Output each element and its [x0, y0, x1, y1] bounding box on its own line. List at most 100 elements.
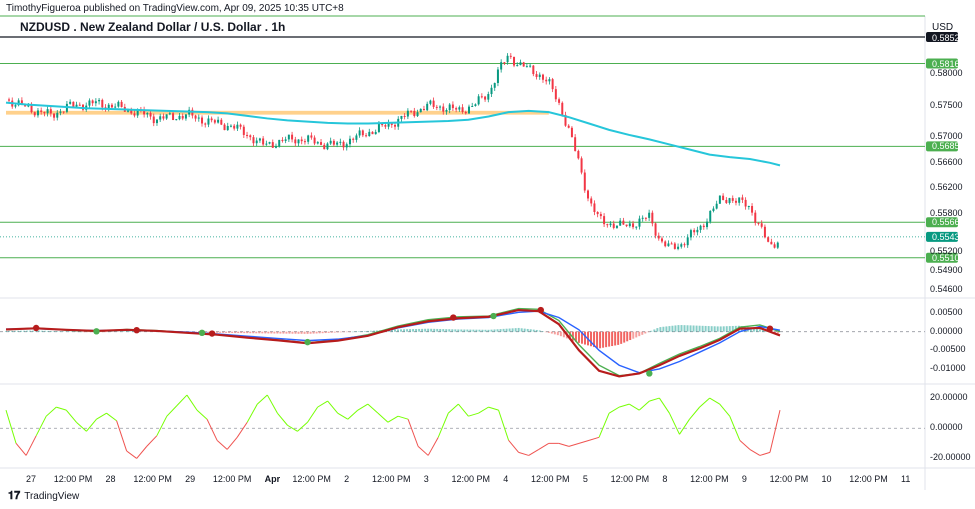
candle-body — [59, 111, 62, 113]
candle-body — [712, 208, 715, 211]
rsi-series-segment — [136, 446, 148, 459]
osc-histogram-bar — [131, 330, 134, 332]
candle-body — [686, 237, 689, 246]
candle-body — [78, 104, 81, 106]
osc-histogram-bar — [674, 325, 677, 332]
osc-histogram-bar — [716, 326, 719, 332]
candle-body — [184, 114, 187, 119]
candle-body — [680, 244, 683, 247]
osc-histogram-bar — [415, 328, 418, 332]
osc-histogram-bar — [294, 331, 297, 334]
osc-histogram-bar — [14, 330, 17, 332]
rsi-series-segment — [769, 410, 781, 453]
osc-histogram-bar — [460, 329, 463, 332]
rsi-series-segment — [668, 412, 680, 435]
candle-body — [172, 113, 175, 120]
osc-cross-marker-3 — [198, 329, 206, 336]
candle-body — [297, 139, 300, 144]
rsi-series-segment — [679, 418, 690, 435]
osc-histogram-bar — [614, 331, 617, 346]
osc-histogram-bar — [505, 328, 508, 332]
osc-histogram-bar — [677, 325, 680, 332]
osc-histogram-bar — [336, 331, 339, 333]
osc-histogram-bar — [330, 331, 333, 333]
candle-body — [17, 100, 20, 106]
osc-histogram-bar — [348, 331, 351, 333]
osc-histogram-bar — [517, 327, 520, 332]
candle-body — [744, 199, 747, 207]
candle-body — [178, 115, 181, 120]
osc-histogram-bar — [101, 331, 104, 333]
rsi-series-segment — [166, 405, 178, 417]
candle-body — [233, 125, 236, 129]
candle-body — [625, 224, 628, 227]
osc-cross-marker-1 — [93, 328, 100, 335]
candle-body — [490, 87, 493, 95]
rsi-series-segment — [749, 448, 761, 456]
candle-body — [120, 101, 123, 107]
osc-histogram-bar — [433, 328, 436, 332]
publish-info: TimothyFigueroa published on TradingView… — [6, 3, 344, 14]
candle-body — [287, 134, 290, 140]
osc-histogram-bar — [602, 331, 605, 348]
candle-body — [249, 135, 252, 138]
time-axis-tick-20: 10 — [821, 474, 832, 484]
osc-histogram-bar — [231, 331, 234, 333]
osc-histogram-bar — [321, 331, 324, 334]
candle-body — [493, 83, 496, 88]
candle-body — [426, 103, 429, 111]
price-axis-tick-0: 0.58000 — [930, 68, 963, 79]
candle-body — [127, 109, 130, 112]
osc-histogram-bar — [113, 331, 116, 332]
candle-body — [660, 238, 663, 242]
rsi-series-segment — [347, 409, 359, 420]
osc-histogram-bar — [71, 331, 74, 332]
rsi-series-segment — [86, 418, 97, 432]
candle-body — [323, 144, 326, 150]
osc-histogram-bar — [300, 331, 303, 334]
rsi-series-segment — [5, 410, 17, 444]
osc-histogram-bar — [620, 331, 623, 344]
candle-body — [162, 116, 165, 119]
candle-body — [632, 223, 635, 228]
time-axis-tick-5: 12:00 PM — [212, 474, 252, 484]
candle-body — [754, 212, 757, 223]
osc-histogram-bar — [701, 325, 704, 332]
candle-body — [300, 139, 303, 142]
osc-histogram-bar — [62, 331, 65, 332]
time-axis-tick-3: 12:00 PM — [133, 474, 172, 484]
candle-body — [458, 107, 461, 110]
time-axis-tick-22: 11 — [901, 474, 911, 484]
rsi-series-segment — [658, 397, 670, 414]
candle-body — [471, 106, 474, 108]
osc-histogram-bar — [252, 331, 255, 334]
rsi-series-segment — [518, 451, 529, 456]
candle-body — [734, 200, 737, 203]
candle-body — [538, 74, 541, 77]
candle-body — [313, 137, 316, 144]
osc-histogram-bar — [240, 331, 243, 334]
candle-body — [159, 116, 162, 120]
rsi-series-segment — [427, 437, 439, 456]
osc-histogram-bar — [354, 331, 357, 333]
candle-body — [590, 198, 593, 204]
osc-histogram-bar — [731, 325, 734, 332]
level-tag-0: 0.58166 — [932, 58, 965, 69]
level-tag-2: 0.55662 — [932, 217, 965, 228]
osc-histogram-bar — [424, 328, 427, 332]
osc-histogram-bar — [596, 331, 599, 348]
osc-histogram-bar — [288, 331, 291, 334]
osc-histogram-bar — [692, 325, 695, 332]
osc-histogram-bar — [577, 331, 580, 343]
rsi-series-segment — [628, 403, 640, 411]
rsi-series-segment — [397, 415, 409, 420]
osc-histogram-bar — [68, 331, 71, 332]
rsi-series-segment — [538, 442, 550, 450]
candle-body — [683, 244, 686, 246]
osc-histogram-bar — [451, 329, 454, 332]
candle-body — [98, 99, 101, 102]
osc-histogram-bar — [776, 331, 779, 334]
candle-body — [33, 112, 36, 116]
time-axis-tick-13: 12:00 PM — [531, 474, 570, 484]
